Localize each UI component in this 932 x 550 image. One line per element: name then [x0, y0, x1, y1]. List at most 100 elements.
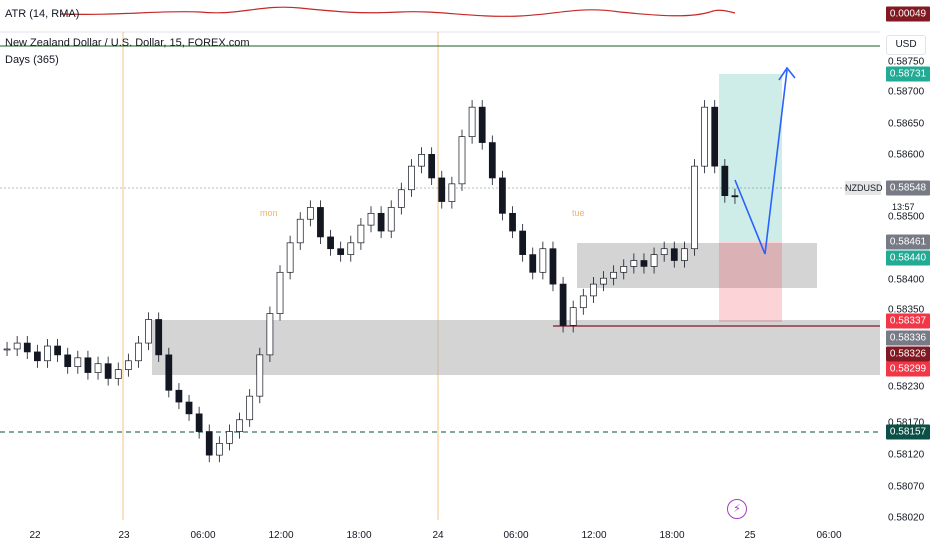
chart-canvas[interactable]: [0, 0, 880, 520]
candle-body: [590, 283, 597, 297]
candle-body: [650, 254, 658, 267]
candle-body: [205, 431, 213, 456]
price-tick: 0.58230: [888, 381, 925, 393]
price-tick: 0.58070: [888, 481, 925, 493]
price-tick: 0.58750: [888, 56, 925, 68]
candle-body: [94, 363, 102, 373]
candle-body: [569, 307, 577, 326]
candle-body: [246, 395, 254, 421]
candle-body: [165, 354, 173, 391]
target-price-tag: 0.58731: [886, 66, 930, 82]
indicator-label: Days (365): [5, 54, 59, 66]
time-tick: 22: [29, 530, 41, 541]
time-tick: 23: [118, 530, 130, 541]
candle-body: [620, 266, 628, 273]
time-tick: 12:00: [268, 530, 294, 541]
time-tick: 06:00: [816, 530, 842, 541]
candle-body: [711, 106, 719, 167]
price-tick: 0.58700: [888, 86, 925, 98]
price-tick: 0.58020: [888, 512, 925, 524]
price-tick: 0.58650: [888, 118, 925, 130]
projection-arrow[interactable]: [734, 69, 788, 255]
candle-body: [448, 183, 456, 202]
candle-body: [387, 207, 395, 232]
candle-body: [559, 283, 567, 326]
candle-body: [549, 248, 557, 285]
time-tick: 25: [744, 530, 756, 541]
candle-body: [54, 345, 61, 356]
candle-body: [610, 271, 618, 279]
candle-body: [681, 248, 688, 261]
lightning-event-icon[interactable]: ⚡: [727, 499, 747, 519]
time-tick: 18:00: [346, 530, 372, 541]
time-axis[interactable]: 22 23 06:00 12:00 18:00 24 06:00 12:00 1…: [0, 520, 880, 550]
candle-body: [135, 342, 142, 362]
candle-body: [670, 248, 678, 261]
entry-price-tag: 0.58440: [886, 250, 930, 266]
candle-body: [347, 242, 355, 255]
candle-body: [155, 319, 163, 356]
currency-button[interactable]: USD: [886, 35, 926, 55]
price-tick: 0.58350: [888, 304, 925, 316]
candle-body: [428, 154, 436, 179]
candle-body: [145, 319, 152, 344]
candle-body: [337, 248, 345, 255]
candle-body: [185, 401, 193, 415]
bar-countdown: 13:57: [892, 202, 915, 212]
demand-zone-lower[interactable]: [152, 320, 880, 375]
candle-body: [296, 218, 304, 244]
time-tick: 12:00: [581, 530, 607, 541]
demand-zone-upper[interactable]: [577, 243, 817, 288]
candle-body: [104, 363, 112, 379]
candle-body: [377, 212, 385, 232]
candle-body: [44, 345, 51, 362]
stop-zone[interactable]: [719, 242, 782, 322]
candle-body: [539, 248, 547, 273]
support-price-tag: 0.58157: [886, 424, 930, 440]
target-zone[interactable]: [719, 74, 782, 242]
candle-body: [438, 177, 446, 202]
zone-bottom-tag: 0.58299: [886, 361, 930, 377]
candle-body: [701, 106, 708, 167]
time-tick: 06:00: [503, 530, 529, 541]
candle-body: [397, 189, 405, 208]
candle-body: [317, 207, 324, 238]
candle-body: [488, 142, 496, 179]
candle-body: [74, 357, 82, 368]
session-label-mon: mon: [260, 208, 278, 218]
candle-body: [3, 348, 11, 351]
candle-body: [215, 442, 223, 456]
time-tick: 18:00: [659, 530, 685, 541]
candle-body: [124, 360, 132, 370]
candle-body: [660, 248, 668, 255]
price-tick: 0.58170: [888, 417, 925, 429]
price-tick: 0.58120: [888, 449, 925, 461]
symbol-tag: NZDUSD: [845, 181, 883, 195]
atr-line: [59, 6, 736, 17]
candle-body: [236, 419, 243, 432]
candle-body: [306, 207, 314, 220]
candle-body: [34, 351, 41, 362]
candle-body: [367, 212, 375, 226]
candle-body: [357, 224, 365, 244]
candle-body: [64, 354, 72, 368]
candle-body: [114, 369, 122, 379]
candle-body: [478, 106, 486, 143]
candle-body: [286, 242, 294, 273]
candle-body: [23, 342, 31, 353]
last-price-tag: 0.58548: [886, 180, 930, 196]
line-price-tag: 0.58326: [886, 346, 930, 362]
candle-body: [13, 342, 21, 350]
price-tick: 0.58600: [888, 149, 925, 161]
candle-body: [731, 195, 739, 198]
price-tick: 0.58500: [888, 211, 925, 223]
zone-top-tag: 0.58461: [886, 234, 930, 250]
candle-body: [579, 295, 587, 309]
candle-body: [691, 165, 698, 250]
candle-body: [529, 254, 537, 273]
candle-body: [509, 212, 516, 232]
price-axis[interactable]: 0.00049 0.58750 0.58700 0.58650 0.58600 …: [880, 0, 932, 550]
stop-price-tag: 0.58337: [886, 313, 930, 329]
candle-body: [519, 230, 527, 255]
candle-body: [458, 136, 466, 185]
